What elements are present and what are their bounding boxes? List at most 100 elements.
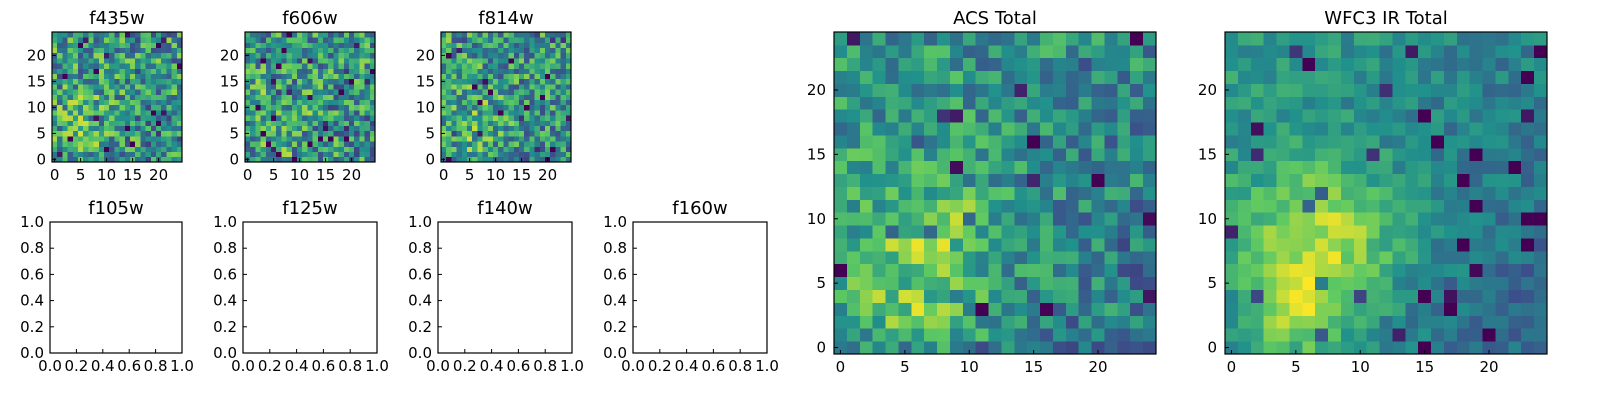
heatmap-cell	[104, 110, 110, 116]
heatmap-cell	[78, 32, 84, 38]
heatmap-cell	[1418, 250, 1432, 265]
heatmap-cell	[98, 89, 105, 95]
heatmap-cell	[1456, 173, 1471, 187]
heatmap-cell	[524, 141, 530, 147]
heatmap-cell	[1143, 199, 1157, 213]
heatmap-cell	[291, 156, 298, 163]
heatmap-cell	[467, 63, 473, 69]
heatmap-cell	[135, 125, 141, 132]
heatmap-cell	[1237, 32, 1252, 46]
heatmap-cell	[130, 47, 136, 54]
heatmap-cell	[369, 151, 376, 158]
heatmap-cell	[119, 63, 126, 69]
heatmap-cell	[104, 115, 110, 121]
heatmap-cell	[281, 52, 287, 59]
heatmap-cell	[885, 302, 899, 316]
heatmap-cell	[1431, 186, 1445, 200]
heatmap-cell	[1392, 289, 1406, 303]
heatmap-cell	[1495, 225, 1509, 239]
heatmap-cell	[354, 63, 360, 69]
heatmap-cell	[297, 130, 303, 137]
heatmap-cell	[846, 32, 861, 46]
heatmap-cell	[1353, 328, 1368, 342]
heatmap-cell	[1534, 186, 1548, 200]
heatmap-cell	[1366, 328, 1380, 342]
heatmap-cell	[109, 94, 115, 100]
heatmap-cell	[1302, 147, 1316, 162]
heatmap-cell	[1456, 263, 1471, 278]
heatmap-cell	[1065, 173, 1080, 187]
heatmap-cell	[1315, 276, 1329, 290]
heatmap-cell	[1237, 135, 1252, 149]
heatmap-cell	[937, 263, 951, 278]
heatmap-cell	[135, 146, 141, 152]
heatmap-cell	[560, 141, 567, 147]
heatmap-cell	[885, 186, 899, 200]
heatmap-cell	[1250, 32, 1265, 46]
y-tick-label: 0.8	[603, 239, 627, 257]
heatmap-cell	[539, 89, 546, 95]
heatmap-cell	[312, 99, 319, 106]
heatmap-cell	[67, 94, 74, 100]
heatmap-cell	[1469, 289, 1483, 303]
heatmap-cell	[539, 151, 546, 158]
heatmap-cell	[104, 130, 110, 137]
heatmap-cell	[250, 136, 256, 142]
heatmap-cell	[1315, 315, 1329, 329]
heatmap-cell	[503, 125, 509, 132]
heatmap-cell	[519, 42, 525, 48]
heatmap-cell	[307, 73, 313, 80]
heatmap-cell	[297, 120, 303, 126]
heatmap-cell	[1482, 263, 1496, 278]
heatmap-cell	[364, 115, 371, 121]
heatmap-cell	[539, 130, 546, 137]
heatmap-cell	[67, 146, 74, 152]
heatmap-cell	[1482, 109, 1496, 123]
heatmap-cell	[1001, 276, 1015, 290]
heatmap-cell	[885, 160, 899, 175]
heatmap-cell	[487, 37, 494, 43]
heatmap-cell	[467, 115, 473, 121]
heatmap-cell	[898, 173, 912, 187]
heatmap-cell	[1130, 315, 1144, 329]
heatmap-cell	[255, 68, 261, 74]
heatmap-cell	[1379, 315, 1393, 329]
heatmap-cell	[1130, 225, 1144, 239]
x-tick-label: 20	[149, 166, 168, 184]
heatmap-cell	[975, 315, 989, 329]
heatmap-cell	[1418, 83, 1432, 97]
heatmap-cell	[72, 58, 79, 64]
heatmap-cell	[281, 156, 287, 163]
heatmap-cell	[359, 125, 365, 132]
heatmap-cell	[104, 141, 110, 147]
heatmap-cell	[493, 89, 499, 95]
heatmap-cell	[975, 199, 989, 213]
heatmap-cell	[57, 110, 63, 116]
heatmap-cell	[88, 146, 94, 152]
heatmap-cell	[140, 136, 146, 142]
heatmap-cell	[1521, 96, 1535, 110]
heatmap-cell	[872, 83, 886, 97]
heatmap-cell	[534, 32, 541, 38]
heatmap-cell	[135, 99, 141, 106]
heatmap-cell	[560, 104, 567, 111]
heatmap-cell	[456, 151, 463, 158]
heatmap-cell	[456, 110, 463, 116]
heatmap-cell	[555, 52, 561, 59]
heatmap-cell	[161, 32, 167, 38]
heatmap-cell	[349, 94, 355, 100]
heatmap-cell	[1117, 96, 1131, 110]
heatmap-cell	[93, 104, 100, 111]
heatmap-cell	[1456, 122, 1471, 136]
heatmap-cell	[1052, 328, 1067, 342]
y-tick-label: 0.6	[408, 265, 432, 283]
heatmap-cell	[859, 276, 874, 290]
heatmap-cell	[93, 37, 100, 43]
heatmap-cell	[911, 186, 925, 200]
heatmap-cell	[145, 89, 152, 95]
heatmap-cell	[369, 115, 376, 121]
heatmap-cell	[1052, 70, 1067, 84]
heatmap-cell	[560, 73, 567, 80]
heatmap-cell	[260, 136, 267, 142]
heatmap-cell	[62, 78, 68, 85]
